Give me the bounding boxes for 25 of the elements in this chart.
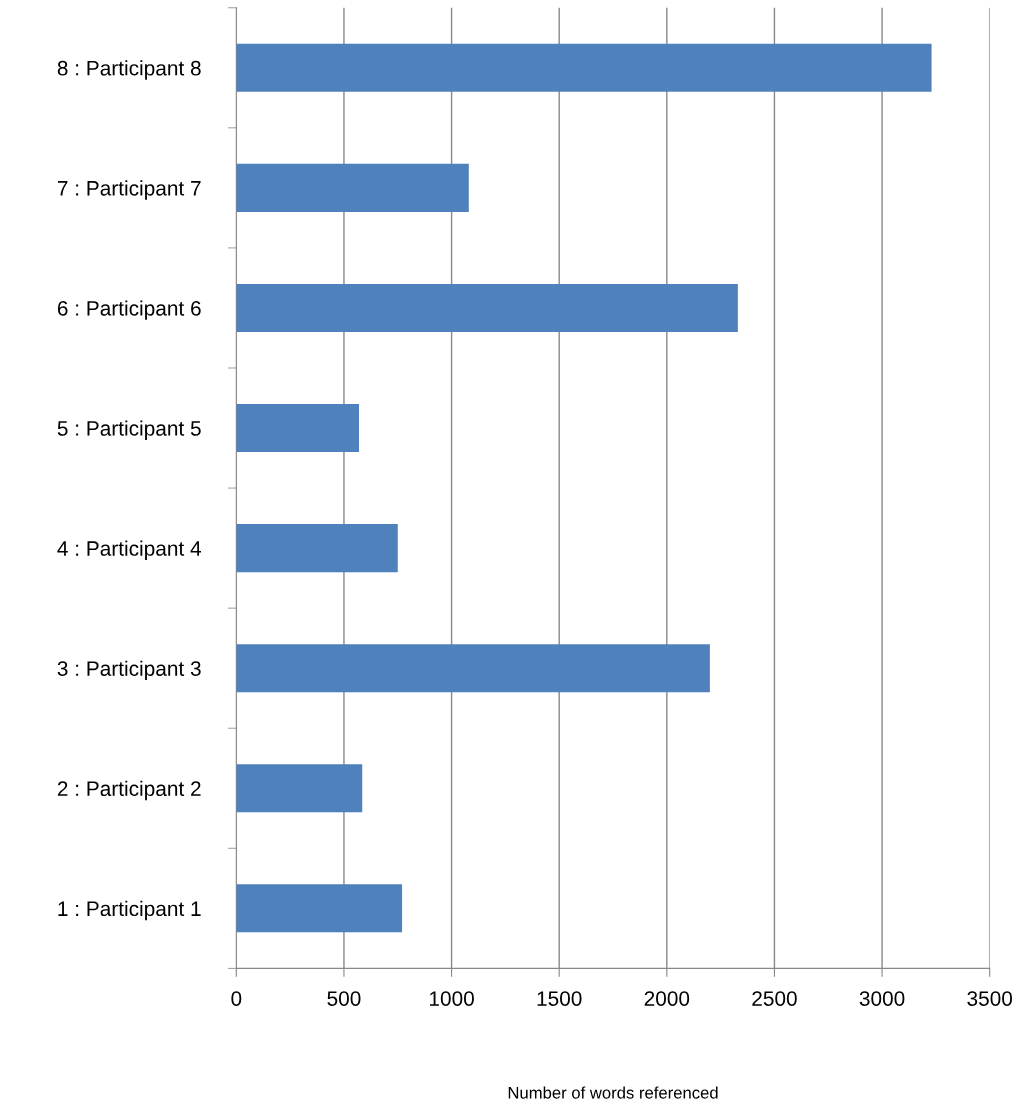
bar <box>236 283 738 332</box>
x-tick-label: 1000 <box>429 991 474 1006</box>
bar <box>236 43 932 92</box>
x-tick-label: 500 <box>327 991 361 1006</box>
y-tick-label: 3 : Participant 3 <box>57 660 201 681</box>
bar <box>236 404 360 453</box>
x-tick-label: 1500 <box>537 991 582 1006</box>
bar <box>236 764 363 813</box>
x-tick-label: 2500 <box>752 991 797 1006</box>
y-tick-label: 6 : Participant 6 <box>57 300 201 320</box>
x-tick-label: 3000 <box>859 991 905 1006</box>
y-tick-label: 7 : Participant 7 <box>57 180 201 200</box>
y-tick-label: 4 : Participant 4 <box>57 540 201 560</box>
x-axis-title: Number of words referenced <box>508 1086 718 1099</box>
x-tick-label: 3500 <box>967 991 1013 1006</box>
bar <box>236 524 398 573</box>
x-tick-label: 0 <box>231 991 242 1006</box>
y-tick-label: 8 : Participant 8 <box>57 60 201 80</box>
x-tick-label: 2000 <box>644 991 690 1006</box>
y-tick-label: 5 : Participant 5 <box>57 420 201 440</box>
bar <box>236 163 469 212</box>
bar <box>236 644 710 693</box>
y-tick-label: 2 : Participant 2 <box>57 780 201 801</box>
y-tick-label: 1 : Participant 1 <box>58 900 201 921</box>
bar <box>236 884 403 933</box>
